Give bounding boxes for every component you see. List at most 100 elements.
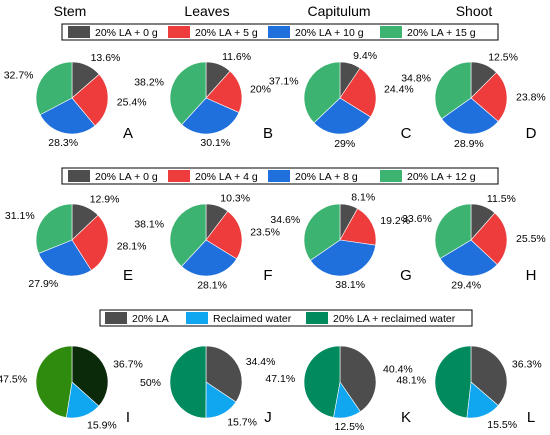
- panel-letter-D: D: [526, 125, 537, 142]
- pie-J-label-2: 50%: [140, 377, 161, 389]
- pie-K-label-0: 40.4%: [383, 364, 413, 376]
- pie-I-label-2: 47.5%: [0, 373, 27, 385]
- pie-G-label-2: 38.1%: [335, 279, 365, 291]
- pie-G-label-1: 19.2%: [380, 215, 410, 227]
- legend-1-swatch-0: [68, 26, 90, 38]
- pie-C-slice-3: [303, 61, 341, 124]
- pie-D-label-3: 34.8%: [401, 72, 431, 84]
- panel-letter-J: J: [264, 409, 272, 426]
- pie-I-label-1: 15.9%: [87, 419, 117, 431]
- pie-F-label-0: 10.3%: [220, 192, 250, 204]
- pie-E-label-2: 27.9%: [28, 278, 58, 290]
- pie-K-slice-0: [339, 345, 377, 413]
- legend-1-label-3: 20% LA + 15 g: [407, 27, 476, 39]
- pie-B-slice-3: [169, 61, 207, 126]
- pie-L-label-0: 36.3%: [512, 358, 542, 370]
- pie-E-slice-1: [71, 214, 109, 271]
- pie-D-label-2: 28.9%: [454, 138, 484, 150]
- pie-G-slice-1: [339, 208, 377, 246]
- pie-I-slice-2: [35, 345, 73, 418]
- pie-H-label-3: 33.6%: [402, 213, 432, 225]
- column-header-shoot: Shoot: [456, 3, 493, 19]
- pie-H-label-1: 25.5%: [516, 233, 546, 245]
- panel-letter-F: F: [263, 267, 272, 284]
- legend-2-swatch-1: [168, 170, 190, 182]
- legend-1-frame: [61, 23, 499, 41]
- pie-E-slice-3: [35, 203, 73, 254]
- pie-charts: 13.6% 25.4% 28.3% 32.7% A 11.6% 20% 30.1% 38.2% B…: [0, 50, 546, 433]
- legend-2-swatch-2: [268, 170, 290, 182]
- panel-letter-L: L: [527, 409, 535, 426]
- pie-H-slice-2: [439, 239, 498, 277]
- column-header-capitulum: Capitulum: [307, 3, 370, 19]
- pie-F-slice-1: [205, 210, 243, 260]
- pie-C-label-3: 37.1%: [269, 75, 299, 87]
- pie-A-label-2: 28.3%: [48, 137, 78, 149]
- pie-E-label-3: 31.1%: [5, 210, 35, 222]
- panel-letter-K: K: [401, 409, 411, 426]
- pie-L-slice-0: [470, 345, 508, 406]
- pie-K-label-1: 12.5%: [335, 421, 365, 433]
- panel-letter-G: G: [400, 267, 412, 284]
- panel-letter-E: E: [123, 267, 133, 284]
- pie-D-label-0: 12.5%: [488, 51, 518, 63]
- pie-F-label-1: 23.5%: [250, 227, 280, 239]
- pie-C-slice-1: [339, 67, 377, 118]
- pie-D-slice-1: [470, 72, 508, 122]
- legend-3-frame: [99, 309, 473, 327]
- column-header-leaves: Leaves: [184, 3, 229, 19]
- pie-E-label-1: 28.1%: [117, 241, 147, 253]
- pie-L-slice-2: [434, 345, 472, 419]
- pie-C-label-1: 24.4%: [384, 84, 414, 96]
- legend-1-swatch-2: [268, 26, 290, 38]
- pie-A-label-0: 13.6%: [91, 52, 121, 64]
- pie-F-label-2: 28.1%: [197, 280, 227, 292]
- legend-1-swatch-3: [380, 26, 402, 38]
- pie-D-label-1: 23.8%: [516, 91, 546, 103]
- pie-B-label-0: 11.6%: [222, 51, 251, 63]
- panel-letter-H: H: [526, 267, 537, 284]
- legend-2-frame: [61, 167, 499, 185]
- pie-H-slice-1: [470, 212, 508, 266]
- legend-2-label-2: 20% LA + 8 g: [295, 171, 358, 183]
- pie-K-slice-2: [303, 345, 341, 418]
- pie-B-slice-2: [181, 97, 240, 135]
- pie-F-slice-2: [181, 239, 238, 277]
- legend-3-label-2: 20% LA + reclaimed water: [333, 313, 456, 325]
- legend-row-1: 20% LA + 0 g 20% LA + 5 g 20% LA + 10 g …: [61, 23, 499, 41]
- panel-letter-A: A: [123, 125, 133, 142]
- pie-B-label-2: 30.1%: [200, 137, 230, 149]
- legend-1-label-2: 20% LA + 10 g: [295, 27, 364, 39]
- legend-1-label-1: 20% LA + 5 g: [195, 27, 258, 39]
- pie-F-label-3: 38.1%: [134, 219, 164, 231]
- pie-L-label-2: 48.1%: [396, 374, 426, 386]
- pie-G-label-0: 8.1%: [351, 191, 375, 203]
- pie-H-label-2: 29.4%: [451, 280, 481, 292]
- pie-K-label-2: 47.1%: [265, 373, 295, 385]
- legend-2-label-0: 20% LA + 0 g: [95, 171, 158, 183]
- legend-1-label-0: 20% LA + 0 g: [95, 27, 158, 39]
- legend-2-swatch-0: [68, 170, 90, 182]
- pie-E-slice-2: [38, 239, 92, 277]
- pie-I-label-0: 36.7%: [113, 359, 143, 371]
- pie-A-label-3: 32.7%: [4, 70, 34, 82]
- pie-D-slice-2: [441, 97, 499, 135]
- pie-H-label-0: 11.5%: [487, 193, 516, 205]
- panel-letter-I: I: [126, 409, 130, 426]
- column-header-stem: Stem: [54, 3, 87, 19]
- pie-A-slice-1: [71, 73, 109, 127]
- pie-F-slice-3: [169, 203, 207, 267]
- pie-G-slice-3: [303, 203, 341, 261]
- panel-letter-B: B: [263, 125, 273, 142]
- pie-C-label-2: 29%: [334, 138, 355, 150]
- pie-J-label-1: 15.7%: [227, 417, 257, 429]
- pie-G-slice-2: [309, 239, 376, 277]
- pie-H-slice-3: [434, 203, 472, 259]
- legend-3-swatch-1: [186, 312, 208, 324]
- pie-G-label-3: 34.6%: [270, 214, 300, 226]
- legend-1-swatch-1: [168, 26, 190, 38]
- pie-C-slice-2: [313, 97, 372, 135]
- legend-2-swatch-3: [380, 170, 402, 182]
- pie-A-slice-3: [35, 61, 73, 116]
